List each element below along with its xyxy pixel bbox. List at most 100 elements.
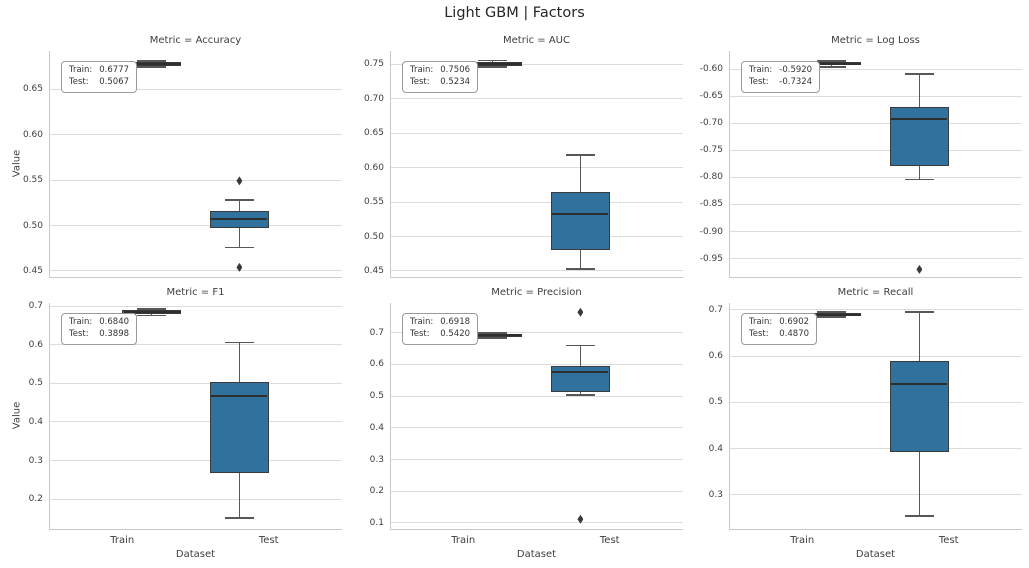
y-tick-label: 0.4 <box>369 422 384 433</box>
y-tick-label: 0.55 <box>363 197 384 208</box>
x-tick-label-train: Train <box>110 535 135 546</box>
lower-cap-train <box>817 66 847 68</box>
y-tick-label: 0.6 <box>708 351 723 362</box>
median-line-train <box>123 311 180 314</box>
y-tick-label: 0.45 <box>363 265 384 276</box>
outlier-marker <box>236 262 243 272</box>
y-tick-label: 0.5 <box>28 378 43 389</box>
y-tick-label: 0.3 <box>28 455 43 466</box>
annotation-train-label: Train: <box>410 65 434 75</box>
median-line-test <box>552 370 609 373</box>
upper-cap-train <box>478 332 508 334</box>
x-axis-spine <box>729 277 1022 278</box>
annotation-test-value: -0.7324 <box>779 77 813 88</box>
annotation-test-value: 0.5067 <box>99 77 130 88</box>
gridline <box>390 490 683 492</box>
annotation-test-label: Test: <box>410 77 430 88</box>
y-axis-spine <box>729 51 730 278</box>
y-tick-label: -0.95 <box>699 253 723 264</box>
median-line-test <box>891 117 948 120</box>
gridline <box>49 344 342 346</box>
annotation-train-value: 0.6840 <box>99 317 130 327</box>
annotation-box: Train: 0.6840 Test: 0.3898 <box>61 313 138 345</box>
y-tick-label: -0.70 <box>699 118 723 129</box>
annotation-box: Train: 0.6777 Test: 0.5067 <box>61 61 138 93</box>
upper-cap-test <box>904 311 934 314</box>
y-tick-label: 0.3 <box>708 489 723 500</box>
figure-title: Light GBM | Factors <box>444 5 585 21</box>
box-test <box>550 366 610 393</box>
gridline <box>390 167 683 169</box>
lower-cap-test <box>904 515 934 517</box>
y-tick-label: 0.7 <box>708 304 723 315</box>
upper-cap-test <box>565 154 595 157</box>
y-tick-label: -0.80 <box>699 172 723 183</box>
gridline <box>49 305 342 307</box>
x-axis-spine <box>390 277 683 278</box>
gridline <box>729 95 1022 97</box>
y-tick-label: 0.60 <box>22 129 43 140</box>
gridline <box>390 132 683 134</box>
lower-cap-train <box>478 337 508 339</box>
annotation-test-label: Test: <box>749 77 769 88</box>
gridline <box>390 270 683 272</box>
gridline <box>729 176 1022 178</box>
annotation-train-label: Train: <box>69 65 93 75</box>
lower-cap-test <box>565 394 595 397</box>
annotation-train-label: Train: <box>410 317 434 327</box>
subplot-title: Metric = F1 <box>166 287 225 298</box>
x-tick-label-test: Test <box>258 535 279 546</box>
upper-cap-train <box>137 60 167 62</box>
gridline <box>390 427 683 429</box>
annotation-test-value: 0.4870 <box>779 329 810 340</box>
gridline <box>729 203 1022 205</box>
annotation-box: Train: 0.7506 Test: 0.5234 <box>402 61 479 93</box>
y-tick-label: -0.65 <box>699 91 723 102</box>
annotation-train-value: 0.6918 <box>440 317 471 327</box>
annotation-box: Train: 0.6902 Test: 0.4870 <box>741 313 818 345</box>
annotation-train-value: 0.6902 <box>779 317 810 327</box>
y-tick-label: 0.5 <box>369 391 384 402</box>
outlier-marker <box>577 514 584 524</box>
annotation-train-label: Train: <box>69 317 93 327</box>
gridline <box>390 63 683 65</box>
y-tick-label: 0.6 <box>28 339 43 350</box>
box-test <box>550 192 610 250</box>
gridline <box>390 236 683 238</box>
y-tick-label: 0.6 <box>369 359 384 370</box>
gridline <box>49 270 342 272</box>
gridline <box>390 332 683 334</box>
x-axis-spine <box>49 277 342 278</box>
gridline <box>390 98 683 100</box>
y-tick-label: -0.90 <box>699 226 723 237</box>
median-line-test <box>211 394 268 397</box>
gridline <box>49 88 342 90</box>
box-test <box>889 360 949 453</box>
annotation-test-label: Test: <box>749 329 769 340</box>
y-tick-label: 0.65 <box>22 84 43 95</box>
y-tick-label: 0.60 <box>363 162 384 173</box>
x-axis-label: Dataset <box>516 549 557 560</box>
subplot-accuracy: 0.65 0.60 0.55 0.50 0.45 Metric = Accuracy Tra… <box>12 35 342 278</box>
median-line-train <box>803 62 860 65</box>
lower-cap-train <box>478 66 508 68</box>
y-tick-label: 0.2 <box>28 494 43 505</box>
subplot-log-loss: -0.60 -0.65 -0.70 -0.75 -0.80 -0.85 -0.90 -0.95… <box>700 35 1022 278</box>
y-tick-label: 0.7 <box>28 301 43 312</box>
gridline <box>49 421 342 423</box>
upper-cap-test <box>565 344 595 347</box>
gridline <box>729 231 1022 233</box>
x-tick-label-train: Train <box>790 535 815 546</box>
y-axis-spine <box>49 303 50 530</box>
gridline <box>390 522 683 524</box>
upper-cap-train <box>817 311 847 313</box>
lower-cap-train <box>137 66 167 68</box>
subplot-f1: 0.7 0.6 0.5 0.4 0.3 0.2 Metric = F1 Train: 0.684… <box>12 287 342 560</box>
median-line-train <box>803 313 860 316</box>
x-tick-label-test: Test <box>938 535 959 546</box>
median-line-test <box>891 383 948 386</box>
upper-cap-train <box>137 308 167 310</box>
outlier-marker <box>916 264 923 274</box>
x-axis-spine <box>729 529 1022 530</box>
